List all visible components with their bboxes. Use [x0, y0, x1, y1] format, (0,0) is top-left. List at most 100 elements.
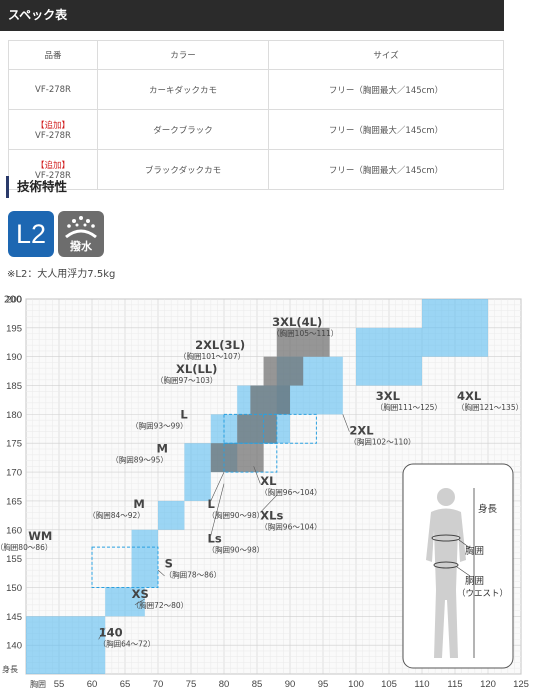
x-tick-label: 125	[513, 679, 529, 690]
x-tick-label: 65	[120, 679, 131, 690]
size-chart: 55 60 65 70 75 80 85 90 95 100 105 110 115 120 1251401…	[0, 295, 529, 691]
x-tick-label: 90	[285, 679, 296, 690]
spec-table-header-row: 品番 カラー サイズ	[8, 40, 504, 70]
x-tick-label: 85	[252, 679, 263, 690]
legend-height-label: 身長	[478, 503, 498, 515]
leader-line	[260, 494, 278, 513]
size-name: 4XL	[457, 389, 482, 403]
size-label-l4xl: 4XL（胸囲121〜135）	[457, 389, 523, 412]
cell-color: ブラックダックカモ	[97, 149, 269, 190]
water-repellent-icon: 撥水	[58, 211, 104, 257]
added-tag: 【追加】	[35, 120, 70, 131]
cell-code: 【追加】 VF-278R	[8, 109, 98, 150]
size-box-ls	[223, 442, 278, 473]
size-chest-range: （胸囲84〜92）	[88, 510, 145, 520]
y-tick-label: 185	[6, 381, 22, 392]
x-axis-label: 胸囲	[30, 679, 46, 689]
col-header-code: 品番	[8, 40, 98, 70]
label-leader-lines	[98, 414, 350, 640]
size-box-3xl	[356, 327, 422, 386]
leader-line	[342, 414, 350, 432]
water-repellent-label: 撥水	[70, 240, 92, 253]
leader-line	[134, 598, 145, 606]
size-label-lxls: XLs（胸囲96〜104）	[260, 508, 321, 531]
size-name: XLs	[260, 508, 283, 522]
buoyancy-note: ※L2：大人用浮力7.5kg	[7, 269, 116, 280]
spec-table-title: スペック表	[0, 0, 504, 31]
size-box-m	[184, 443, 211, 501]
size-name: WM	[28, 529, 52, 543]
size-label-lxl1: XL(LL)（胸囲97〜103）	[156, 362, 217, 385]
y-tick-label: 200	[4, 295, 22, 306]
cell-code: VF-278R	[8, 69, 98, 110]
size-labels: 140（胸囲64〜72） XS（胸囲72〜80） S（胸囲78〜86） WM（胸囲80…	[0, 315, 523, 648]
legend-waist-sub: （ウエスト）	[457, 588, 508, 599]
y-tick-label: 160	[6, 525, 22, 536]
table-row: VF-278R カーキダックカモ フリー（胸囲最大／145cm）	[8, 69, 504, 110]
y-tick-label: 200	[6, 295, 22, 306]
x-tick-label: 95	[318, 679, 329, 690]
leader-line	[210, 483, 225, 536]
y-tick-label: 155	[6, 554, 22, 565]
size-name: 2XL(3L)	[195, 338, 245, 352]
human-silhouette-icon	[426, 488, 466, 658]
size-chest-range: （胸囲111〜125）	[376, 402, 442, 412]
cell-color: ダークブラック	[97, 109, 269, 150]
size-box-l-gray-	[237, 414, 277, 444]
size-label-l3xl2: 3XL（胸囲111〜125）	[376, 389, 442, 412]
waist-leader	[456, 566, 471, 577]
size-chest-range: （胸囲101〜107）	[179, 351, 245, 361]
size-name: Ls	[208, 531, 222, 545]
size-box-m-gray-	[210, 443, 264, 473]
size-box-wm	[91, 546, 159, 588]
size-label-lxs: XS（胸囲72〜80）	[132, 587, 189, 610]
size-label-lls: Ls（胸囲90〜98）	[208, 531, 265, 554]
size-label-lm1: M（胸囲84〜92）	[88, 497, 145, 520]
leader-line	[157, 569, 165, 577]
spec-table: 品番 カラー サイズ VF-278R カーキダックカモ フリー（胸囲最大／145…	[8, 40, 504, 190]
y-tick-label: 175	[6, 439, 22, 450]
size-label-lxl2: XL（胸囲96〜104）	[260, 474, 321, 497]
size-chest-range: （胸囲89〜95）	[111, 454, 168, 464]
l2-badge-icon: L2	[8, 211, 54, 257]
size-name: XS	[132, 587, 149, 601]
size-label-l2xl2: 2XL（胸囲102〜110）	[349, 424, 415, 447]
size-box-l	[223, 413, 278, 444]
leader-line	[253, 466, 261, 484]
size-name: L	[180, 407, 188, 421]
size-boxes	[26, 299, 488, 674]
col-header-color: カラー	[97, 40, 269, 70]
size-chest-range: （胸囲78〜86）	[165, 569, 222, 579]
table-row: 【追加】 VF-278R ダークブラック フリー（胸囲最大／145cm）	[8, 109, 504, 150]
added-tag: 【追加】	[35, 160, 70, 171]
cell-size: フリー（胸囲最大／145cm）	[268, 149, 504, 190]
y-tick-label: 165	[6, 496, 22, 507]
tech-section-title: 技術特性	[6, 176, 67, 198]
size-box-m	[158, 500, 185, 530]
chest-leader	[458, 539, 471, 549]
size-label-ls: S（胸囲78〜86）	[165, 556, 222, 579]
size-name: L	[208, 497, 216, 511]
col-header-size: サイズ	[268, 40, 504, 70]
x-tick-label: 120	[480, 679, 496, 690]
x-tick-label: 110	[414, 679, 429, 690]
size-name: XL(LL)	[176, 362, 217, 376]
y-axis-label: 身長	[2, 664, 18, 674]
cell-size: フリー（胸囲最大／145cm）	[268, 109, 504, 150]
legend-waist-label: 胴囲	[465, 576, 484, 587]
size-box-s	[131, 529, 158, 588]
chart-ticks: 55 60 65 70 75 80 85 90 95 100 105 110 115 120 1251401…	[2, 295, 529, 691]
size-label-l2xl1: 2XL(3L)（胸囲101〜107）	[179, 338, 245, 361]
size-chest-range: （胸囲80〜86）	[0, 542, 52, 552]
x-tick-label: 75	[186, 679, 197, 690]
waist-mark	[433, 561, 459, 569]
size-box-xl-ll-gray-	[250, 385, 290, 415]
cell-code: 【追加】 VF-278R	[8, 149, 98, 190]
size-box-2xl-3l-gray-	[263, 356, 304, 386]
y-tick-label: 180	[6, 410, 22, 421]
size-name: M	[156, 441, 167, 455]
size-label-lm2: M（胸囲89〜95）	[111, 441, 168, 464]
table-row: 【追加】 VF-278R ブラックダックカモ フリー（胸囲最大／145cm）	[8, 149, 504, 190]
water-drops-icon	[65, 216, 97, 239]
